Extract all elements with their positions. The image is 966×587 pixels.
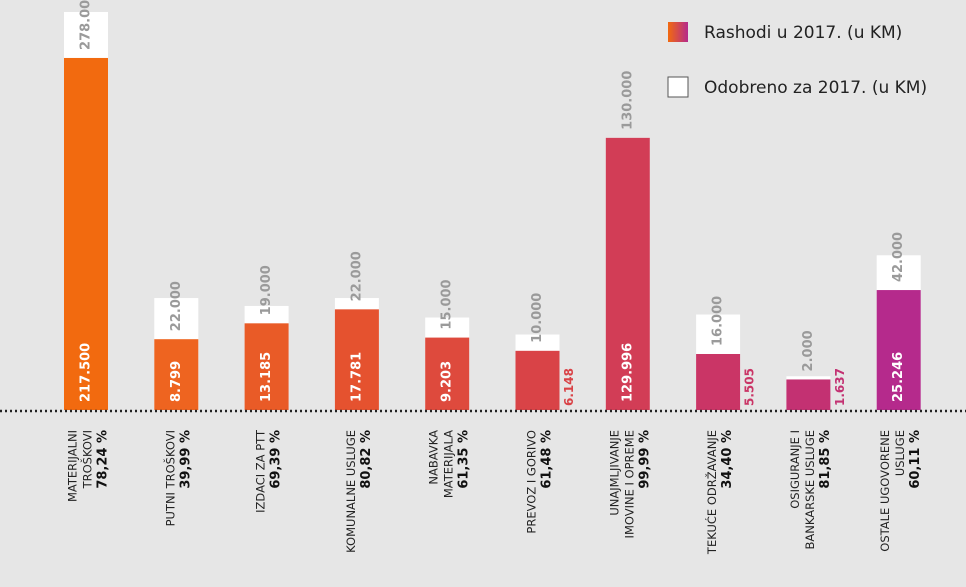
spent-label: 17.781 <box>349 352 364 402</box>
spent-bar <box>425 337 470 410</box>
spent-label: 6.148 <box>562 368 576 406</box>
category-label: IZDACI ZA PTT <box>254 429 268 513</box>
approved-label: 10.000 <box>530 293 545 343</box>
percent-label: 78,24 % <box>96 430 111 489</box>
approved-label: 19.000 <box>259 265 274 315</box>
category-label: OSIGURANJE I <box>788 430 802 509</box>
spent-bar <box>244 323 289 410</box>
spent-label: 25.246 <box>891 352 906 402</box>
category-label: USLUGE <box>893 430 907 476</box>
approved-label: 16.000 <box>711 296 726 346</box>
percent-label: 39,99 % <box>178 430 193 489</box>
approved-label: 15.000 <box>440 279 455 329</box>
category-label: PREVOZ I GORIVO <box>525 430 539 534</box>
percent-label: 80,82 % <box>359 430 374 489</box>
percent-label: 60,11 % <box>908 430 923 489</box>
category-label: MATERIJALNI <box>66 430 80 502</box>
percent-label: 81,85 % <box>818 430 833 489</box>
spent-bar <box>515 350 560 410</box>
category-label: TROŠKOVI <box>80 430 95 489</box>
legend-label: Rashodi u 2017. (u KM) <box>704 23 902 43</box>
spent-label: 129.996 <box>620 343 635 402</box>
spent-label: 5.505 <box>743 368 757 406</box>
spent-label: 1.637 <box>833 368 847 406</box>
spent-bar <box>696 353 741 410</box>
spent-label: 9.203 <box>440 361 455 402</box>
spent-bar <box>334 309 379 410</box>
category-label: UNAJMLJIVANJE <box>607 430 621 516</box>
approved-label: 2.000 <box>801 330 816 371</box>
spent-label: 217.500 <box>79 343 94 402</box>
legend-label: Odobreno za 2017. (u KM) <box>704 78 927 98</box>
spent-bar <box>605 137 650 410</box>
spent-label: 8.799 <box>169 361 184 402</box>
percent-label: 61,48 % <box>540 430 555 489</box>
category-label: TEKUĆE ODRŽAVANJE <box>704 430 719 555</box>
approved-label: 22.000 <box>349 251 364 301</box>
category-label: BANKARSKE USLUGE <box>803 430 817 549</box>
legend-swatch <box>667 76 689 98</box>
legend-swatch <box>668 22 688 42</box>
category-label: NABAVKA <box>427 430 441 485</box>
spent-bar <box>786 379 831 410</box>
percent-label: 99,99 % <box>637 430 652 489</box>
approved-label: 22.000 <box>169 281 184 331</box>
spent-label: 13.185 <box>259 352 274 402</box>
category-label: MATERIJALA <box>442 430 456 498</box>
approved-label: 42.000 <box>891 232 906 282</box>
percent-label: 34,40 % <box>720 430 735 489</box>
percent-label: 61,35 % <box>457 430 472 489</box>
spent-bar <box>154 339 199 410</box>
percent-label: 69,39 % <box>269 430 284 489</box>
approved-label: 278.000 <box>79 0 94 50</box>
category-label: OSTALE UGOVORENE <box>878 430 892 552</box>
category-label: IMOVINE I OPREME <box>622 430 636 538</box>
category-label: KOMUNALNE USLUGE <box>344 430 358 553</box>
category-label: PUTNI TROŠKOVI <box>162 430 177 526</box>
approved-label: 130.000 <box>620 71 635 130</box>
spent-bar <box>64 57 108 410</box>
spent-bar <box>876 290 921 410</box>
